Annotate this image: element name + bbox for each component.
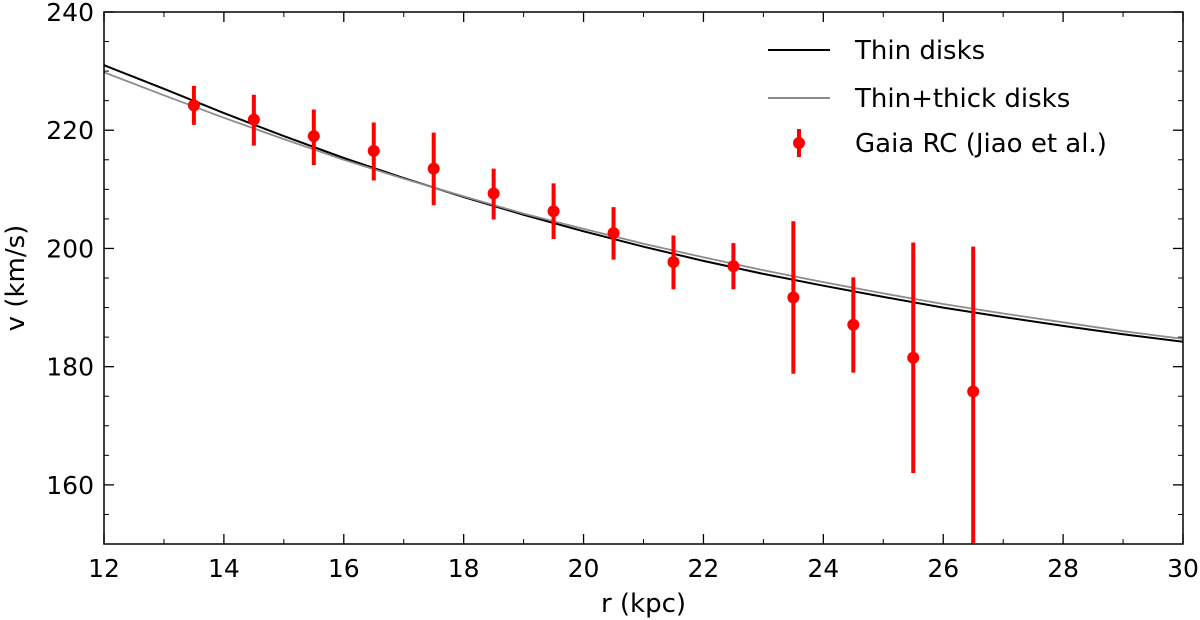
data-point bbox=[427, 162, 440, 175]
y-tick-label: 200 bbox=[46, 234, 94, 263]
data-point bbox=[787, 291, 800, 304]
data-point bbox=[247, 113, 260, 126]
legend-item: Thin+thick disks bbox=[768, 84, 1070, 114]
axis-ticks: 12 14 16 18 20 22 24 26 28 30 160 180 200 220 240 bbox=[46, 0, 1199, 583]
x-tick-label: 26 bbox=[927, 554, 959, 583]
series-thin-disks bbox=[103, 64, 1184, 343]
series-line bbox=[103, 71, 1184, 340]
y-tick-label: 240 bbox=[46, 0, 94, 27]
data-point bbox=[487, 187, 500, 200]
series-line bbox=[103, 64, 1184, 343]
y-tick-label: 180 bbox=[46, 353, 94, 382]
data-point bbox=[727, 260, 740, 273]
series-thin-thick-disks bbox=[103, 71, 1184, 340]
x-tick-label: 18 bbox=[448, 554, 480, 583]
data-point bbox=[607, 227, 620, 240]
data-point bbox=[547, 205, 560, 218]
data-point bbox=[847, 318, 860, 331]
x-tick-label: 16 bbox=[328, 554, 360, 583]
y-axis-label: v (km/s) bbox=[1, 225, 31, 332]
legend-item: Gaia RC (Jiao et al.) bbox=[793, 129, 1107, 159]
legend-marker-swatch bbox=[793, 137, 805, 149]
data-point bbox=[907, 351, 920, 364]
x-tick-label: 12 bbox=[88, 554, 120, 583]
x-tick-label: 20 bbox=[568, 554, 600, 583]
data-point bbox=[667, 256, 680, 269]
legend-label: Thin+thick disks bbox=[854, 84, 1070, 114]
data-point bbox=[367, 144, 380, 157]
data-point bbox=[307, 130, 320, 143]
legend: Thin disks Thin+thick disks Gaia RC (Jiao … bbox=[768, 36, 1107, 159]
data-point bbox=[967, 385, 980, 398]
legend-label: Gaia RC (Jiao et al.) bbox=[855, 129, 1107, 159]
series-gaia-rc-jiao-et-al bbox=[187, 85, 980, 544]
x-tick-label: 30 bbox=[1167, 554, 1199, 583]
series-layer bbox=[103, 64, 1184, 544]
legend-label: Thin disks bbox=[854, 36, 985, 66]
x-axis-label: r (kpc) bbox=[601, 589, 686, 619]
x-tick-label: 24 bbox=[807, 554, 839, 583]
x-tick-label: 14 bbox=[208, 554, 240, 583]
legend-item: Thin disks bbox=[768, 36, 985, 66]
x-tick-label: 22 bbox=[688, 554, 720, 583]
data-point bbox=[187, 99, 200, 112]
plot-frame bbox=[103, 11, 1184, 545]
y-tick-label: 160 bbox=[46, 471, 94, 500]
x-tick-label: 28 bbox=[1047, 554, 1079, 583]
y-tick-label: 220 bbox=[46, 116, 94, 145]
